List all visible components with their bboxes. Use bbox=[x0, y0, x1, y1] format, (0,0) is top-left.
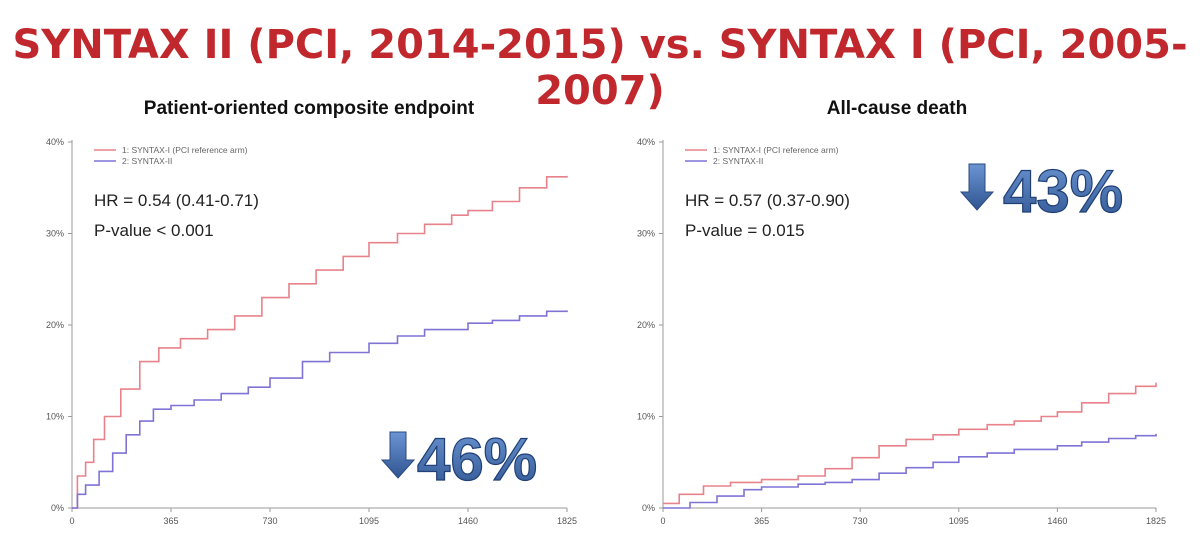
legend-label: 2: SYNTAX-II bbox=[122, 156, 172, 166]
legend-label: 1: SYNTAX-I (PCI reference arm) bbox=[122, 145, 248, 155]
y-tick-label: 40% bbox=[637, 137, 655, 147]
x-tick-label: 730 bbox=[853, 516, 868, 526]
y-tick-label: 10% bbox=[637, 412, 655, 422]
series-line-syntax-ii bbox=[663, 433, 1157, 509]
reduction-percentage: 46% bbox=[417, 426, 537, 493]
composite-endpoint-chart: Patient-oriented composite endpoint 0% 10%… bbox=[46, 98, 577, 526]
x-tick-label: 0 bbox=[69, 516, 74, 526]
x-tick-label: 1825 bbox=[557, 516, 577, 526]
all-cause-death-chart: All-cause death 0% 10% 20% 30% 40% 0 365 730 1095… bbox=[637, 98, 1166, 526]
slide-title: SYNTAX II (PCI, 2014-2015) vs. SYNTAX I … bbox=[12, 22, 1188, 114]
y-tick-label: 30% bbox=[46, 229, 64, 239]
series-line-syntax-i bbox=[72, 175, 568, 509]
y-tick-label: 40% bbox=[46, 137, 64, 147]
down-arrow-icon bbox=[380, 431, 416, 479]
x-tick-label: 730 bbox=[262, 516, 277, 526]
stat-text: HR = 0.57 (0.37-0.90) bbox=[685, 191, 850, 210]
chart-title: All-cause death bbox=[827, 98, 967, 119]
x-tick-label: 1095 bbox=[949, 516, 969, 526]
y-tick-label: 0% bbox=[642, 503, 655, 513]
y-tick-label: 30% bbox=[637, 229, 655, 239]
y-tick-label: 20% bbox=[46, 320, 64, 330]
reduction-percentage: 43% bbox=[1003, 158, 1123, 225]
x-tick-label: 1825 bbox=[1146, 516, 1166, 526]
x-tick-label: 1460 bbox=[1047, 516, 1067, 526]
stat-text: HR = 0.54 (0.41-0.71) bbox=[94, 191, 259, 210]
x-tick-label: 365 bbox=[754, 516, 769, 526]
y-tick-label: 10% bbox=[46, 412, 64, 422]
chart-title: Patient-oriented composite endpoint bbox=[144, 98, 475, 119]
stat-text: P-value = 0.015 bbox=[685, 221, 805, 240]
series-line-syntax-ii bbox=[72, 310, 568, 509]
legend-label: 2: SYNTAX-II bbox=[713, 156, 763, 166]
legend-label: 1: SYNTAX-I (PCI reference arm) bbox=[713, 145, 839, 155]
down-arrow-icon bbox=[959, 163, 995, 211]
y-tick-label: 0% bbox=[51, 503, 64, 513]
x-tick-label: 0 bbox=[660, 516, 665, 526]
x-tick-label: 1095 bbox=[359, 516, 379, 526]
y-tick-label: 20% bbox=[637, 320, 655, 330]
series-line-syntax-i bbox=[663, 382, 1157, 505]
stat-text: P-value < 0.001 bbox=[94, 221, 214, 240]
x-tick-label: 1460 bbox=[458, 516, 478, 526]
x-tick-label: 365 bbox=[163, 516, 178, 526]
